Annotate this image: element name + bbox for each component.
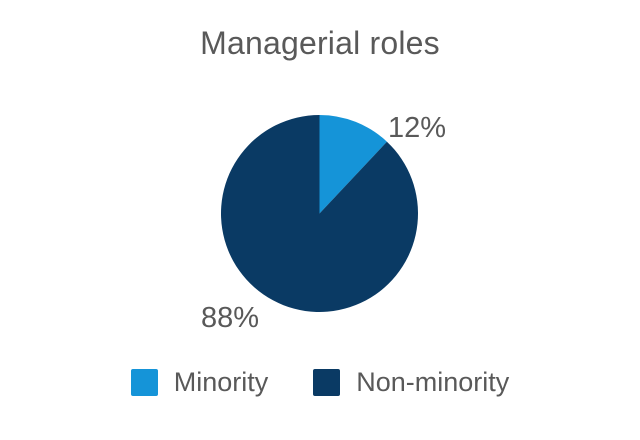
legend-swatch-minority bbox=[130, 369, 158, 396]
legend-item-non-minority[interactable]: Non-minority bbox=[313, 369, 509, 396]
data-label-minority: 12% bbox=[388, 112, 447, 144]
legend: Minority Non-minority bbox=[0, 369, 640, 396]
pie-slice-minority[interactable] bbox=[319, 115, 387, 214]
pie-slice-non-minority[interactable] bbox=[221, 115, 419, 312]
legend-label-non-minority: Non-minority bbox=[356, 367, 510, 397]
legend-swatch-non-minority bbox=[313, 369, 341, 396]
legend-item-minority[interactable]: Minority bbox=[130, 367, 269, 397]
legend-label-minority: Minority bbox=[173, 367, 269, 397]
data-label-non-minority: 88% bbox=[201, 302, 260, 334]
chart-title: Managerial roles bbox=[200, 25, 440, 61]
